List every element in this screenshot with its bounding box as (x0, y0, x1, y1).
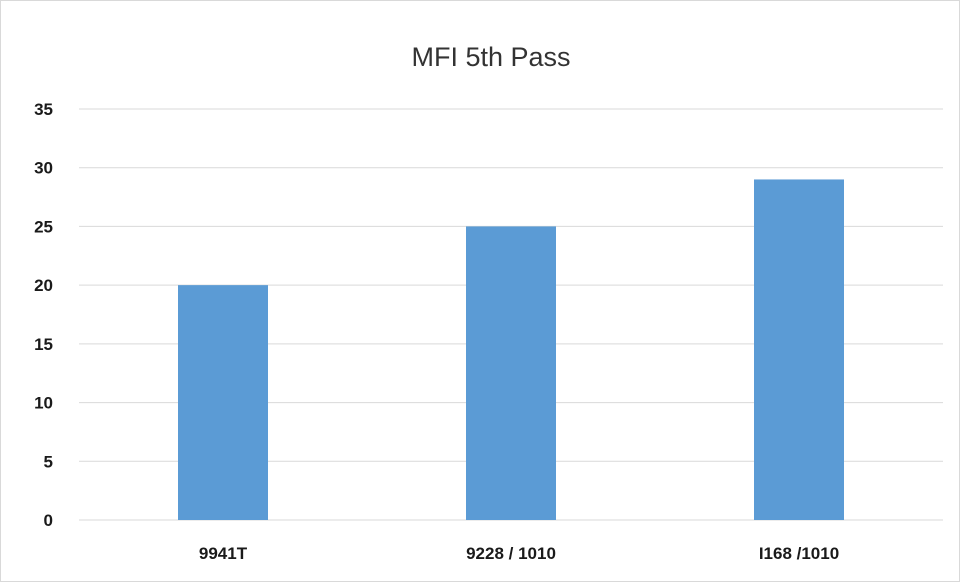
y-tick-label: 20 (34, 276, 53, 295)
x-tick-label: I168 /1010 (759, 544, 839, 563)
y-tick-label: 30 (34, 159, 53, 178)
y-tick-label: 0 (44, 511, 53, 530)
y-axis-tick-labels: 0 5 10 15 20 25 30 35 (34, 100, 53, 530)
y-tick-label: 15 (34, 335, 53, 354)
x-axis-tick-labels: 9941T 9228 / 1010 I168 /1010 (199, 544, 839, 563)
bar-2 (754, 179, 844, 520)
bars (178, 179, 844, 520)
bar-0 (178, 285, 268, 520)
x-tick-label: 9228 / 1010 (466, 544, 556, 563)
x-tick-label: 9941T (199, 544, 248, 563)
y-tick-label: 25 (34, 217, 53, 236)
y-tick-label: 35 (34, 100, 53, 119)
y-tick-label: 10 (34, 394, 53, 413)
bar-1 (466, 226, 556, 520)
y-tick-label: 5 (44, 452, 53, 471)
chart-title: MFI 5th Pass (411, 42, 570, 72)
